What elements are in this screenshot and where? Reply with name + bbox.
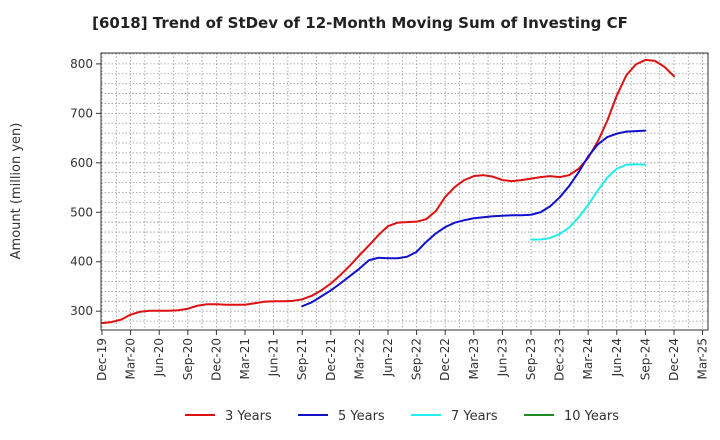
plot-frame <box>100 52 709 331</box>
x-tick-label: Dec-23 <box>553 338 567 381</box>
y-tick-label: 800 <box>70 57 93 71</box>
y-axis-ticks: 300 400 500 600 700 800 <box>70 57 101 318</box>
legend-label: 10 Years <box>564 409 619 424</box>
y-tick-label: 500 <box>70 205 93 219</box>
x-tick-label: Sep-24 <box>638 338 652 380</box>
x-tick-label: Mar-20 <box>124 338 138 379</box>
series-line-5-years <box>301 129 647 308</box>
series-layer <box>101 58 675 325</box>
legend: 3 Years 5 Years 7 Years 10 Years <box>185 409 619 424</box>
chart-title: [6018] Trend of StDev of 12-Month Moving… <box>92 14 628 32</box>
y-tick-label: 400 <box>70 255 93 269</box>
legend-label: 5 Years <box>338 409 385 424</box>
legend-label: 7 Years <box>451 409 498 424</box>
y-tick-label: 300 <box>70 304 93 318</box>
x-tick-label: Mar-23 <box>467 338 481 379</box>
x-tick-label: Jun-24 <box>610 338 624 377</box>
x-tick-label: Jun-22 <box>381 338 395 377</box>
series-line-3-years <box>101 58 675 325</box>
x-tick-label: Mar-22 <box>352 338 366 379</box>
x-tick-label: Sep-21 <box>295 338 309 380</box>
x-tick-label: Dec-24 <box>667 338 681 381</box>
x-axis-ticks: Dec-19 Mar-20 Jun-20 Sep-20 Dec-20 Mar-21 Jun-… <box>95 330 710 381</box>
legend-label: 3 Years <box>225 409 272 424</box>
x-tick-label: Dec-20 <box>209 338 223 381</box>
x-tick-label: Jun-23 <box>495 338 509 377</box>
x-tick-label: Dec-22 <box>438 338 452 381</box>
x-tick-label: Sep-20 <box>181 338 195 380</box>
x-tick-label: Sep-22 <box>410 338 424 380</box>
x-tick-label: Mar-24 <box>581 338 595 379</box>
x-tick-label: Jun-21 <box>267 338 281 377</box>
x-tick-label: Mar-25 <box>696 338 710 379</box>
y-axis-label: Amount (million yen) <box>9 123 24 260</box>
x-tick-label: Jun-20 <box>152 338 166 377</box>
grid <box>101 53 708 330</box>
series-line-7-years <box>530 163 647 241</box>
y-tick-label: 600 <box>70 156 93 170</box>
y-tick-label: 700 <box>70 106 93 120</box>
x-tick-label: Dec-21 <box>324 338 338 381</box>
x-tick-label: Sep-23 <box>524 338 538 380</box>
x-tick-label: Dec-19 <box>95 338 109 381</box>
x-tick-label: Mar-21 <box>238 338 252 379</box>
